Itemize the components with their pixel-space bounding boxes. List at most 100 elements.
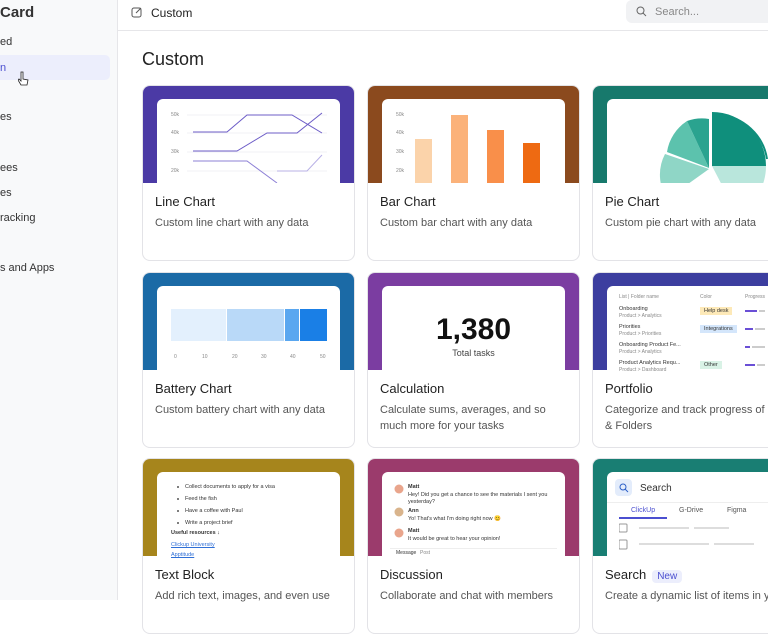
tick: 40k [396,130,405,136]
battery-preview [171,309,327,341]
tick: 30 [261,354,267,360]
card-title: Bar Chart [380,194,436,209]
search-box[interactable]: Search... [626,0,768,23]
tick: 30k [171,149,180,155]
author: Matt [408,528,420,534]
divider [607,502,768,503]
row-tag: Integrations [700,325,737,333]
edit-icon [131,7,142,18]
row-name: Onboarding [619,306,648,312]
search-icon [619,483,629,493]
row-tag: Other [700,361,722,369]
card-description: Calculate sums, averages, and so much mo… [380,404,546,432]
card[interactable]: 0 10 20 30 40 50 Battery Chart Custom ba… [142,272,355,448]
calc-label: Total tasks [452,348,495,358]
resources: Useful resources ↓ [171,530,220,536]
tick: 30k [396,149,405,155]
pie-preview [659,112,768,183]
preview: 0 10 20 30 40 50 [157,286,340,447]
selected-item[interactable] [0,55,110,80]
message: It would be great to hear your opinion! [408,536,501,542]
tab[interactable]: Message [396,550,417,556]
card-description: Custom line chart with any data [155,217,309,229]
card[interactable]: 50k 40k 30k 20k Bar Chart Custom bar cha… [367,85,580,261]
todo-item: Have a coffee with Paul [185,508,243,514]
card-title: Search New [605,567,683,583]
row-path: Product > Priorities [619,331,662,337]
card-title: Line Chart [155,194,215,209]
tab[interactable]: ClickUp [631,507,656,514]
card-title-text: Search [605,567,647,582]
bar-preview [415,115,540,183]
card[interactable]: 50k 40k 30k 20k Line Chart Custom line c… [142,85,355,261]
preview: 50k 40k 30k 20k [157,99,340,260]
new-badge: New [652,570,683,583]
tick: 20k [171,168,180,174]
card[interactable]: List | Folder name Color Progress Onboar… [592,272,768,448]
divider [390,548,557,549]
link[interactable]: Apptitude [171,552,195,558]
breadcrumb[interactable]: Custom [151,6,193,20]
preview: Matt Hey! Did you get a chance to see th… [382,472,565,633]
todo-item: Write a project brief [185,520,233,526]
sidebar-item[interactable]: es [0,187,12,199]
tab-underline [619,517,667,519]
tick: 50k [171,112,180,118]
link[interactable]: Clickup University [171,542,215,548]
card[interactable]: Matt Hey! Did you get a chance to see th… [367,458,580,634]
tick: 10 [202,354,208,360]
sidebar-item[interactable]: n [0,62,7,74]
sidebar-item[interactable]: s and Apps [0,262,55,274]
card-description: Collaborate and chat with members [380,590,554,602]
card-description: Custom pie chart with any data [605,217,757,229]
card[interactable]: 1,380 Total tasks Calculation Calculate … [367,272,580,448]
row-tag: Help desk [700,307,733,315]
topbar: Custom Search... [118,0,768,31]
tick: 50 [320,354,326,360]
col-header: Color [700,294,712,300]
sidebar-item[interactable]: ed [0,36,13,48]
search-label: Search [640,483,672,494]
tick: 40 [290,354,296,360]
row-name: Onboarding Product Fe... [619,342,681,348]
bullets [177,486,179,524]
card[interactable]: Pie Chart Custom pie chart with any data [592,85,768,261]
sidebar-title: Card [0,4,35,21]
card-description: Categorize and track progress of & Folde… [605,404,765,432]
card-description: Custom battery chart with any data [155,404,325,416]
card[interactable]: Collect documents to apply for a visa Fe… [142,458,355,634]
col-header: Progress [745,294,766,300]
tick: 20 [232,354,238,360]
preview: Search ClickUp G-Drive Figma [607,472,768,633]
sidebar: Card ed n es ees es racking s and Apps [0,0,118,600]
tab[interactable]: Post [420,550,431,556]
card-description: Create a dynamic list of items in y [605,590,768,602]
row-name: Priorities [619,324,641,330]
row-name: Product Analytics Requ... [619,360,681,366]
tick: 0 [174,354,177,360]
card-title: Calculation [380,381,445,396]
preview: List | Folder name Color Progress Onboar… [607,286,768,447]
col-header: List | Folder name [619,294,659,300]
author: Matt [408,484,420,490]
preview: 1,380 Total tasks [382,286,565,447]
result-lines [619,523,754,550]
sidebar-item[interactable]: ees [0,162,18,174]
message: Yo! That's what I'm doing right now 😊 [408,516,502,522]
author: Ann [408,508,419,514]
preview: 50k 40k 30k 20k [382,99,565,260]
card-title: Battery Chart [155,381,232,396]
card[interactable]: Search ClickUp G-Drive Figma Search New C… [592,458,768,634]
row-path: Product > Analytics [619,313,662,319]
card-title: Discussion [380,567,443,582]
row-path: Product > Analytics [619,349,662,355]
sidebar-item[interactable]: es [0,111,12,123]
tab[interactable]: Figma [727,507,747,514]
card-description: Custom bar chart with any data [380,217,533,229]
heading: Custom [142,49,205,69]
tab[interactable]: G-Drive [679,507,704,514]
tick: 40k [171,130,180,136]
tick: 50k [396,112,405,118]
sidebar-item[interactable]: racking [0,212,36,224]
